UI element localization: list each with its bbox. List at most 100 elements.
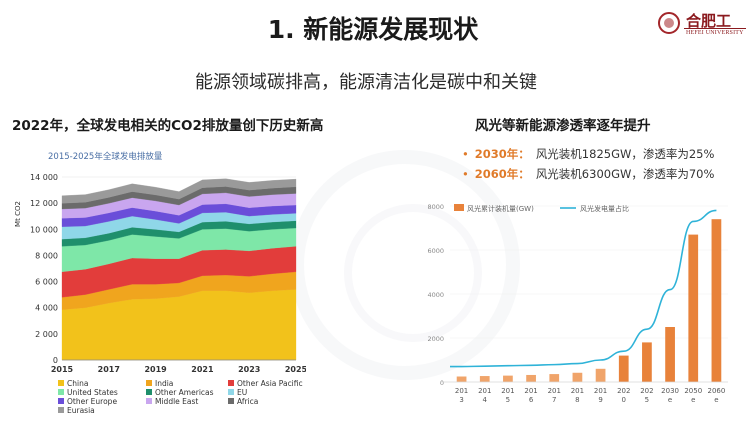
x-tick-label: 201 bbox=[455, 387, 468, 395]
y-tick-label: 14 000 bbox=[30, 173, 58, 182]
legend-swatch bbox=[228, 398, 234, 404]
legend-label: Other Asia Pacific bbox=[237, 379, 303, 388]
y-tick-label: 8000 bbox=[427, 203, 444, 211]
bar-2016 bbox=[526, 374, 536, 382]
legend-item: EU bbox=[228, 388, 247, 397]
x-tick-label: 2023 bbox=[238, 365, 260, 374]
x-tick-label: 201 bbox=[548, 387, 561, 395]
legend-swatch bbox=[58, 407, 64, 413]
university-logo: 合肥工 HEFEI UNIVERSITY bbox=[654, 8, 746, 42]
legend-swatch bbox=[146, 389, 152, 395]
legend-item-bars: 风光累计装机量(GW) bbox=[454, 204, 534, 213]
legend-item: Other Asia Pacific bbox=[228, 379, 303, 388]
x-tick-label: 201 bbox=[524, 387, 537, 395]
legend-item: Other Europe bbox=[58, 397, 117, 406]
line-series-share bbox=[450, 209, 717, 368]
bar-2018 bbox=[572, 372, 583, 382]
bar-2020 bbox=[618, 355, 629, 382]
bullet-2030: • 2030年： 风光装机1825GW，渗透率为25% bbox=[462, 146, 714, 162]
bullet-year: 2060年： bbox=[474, 167, 530, 181]
x-tick-label: 202 bbox=[617, 387, 630, 395]
legend-label: Middle East bbox=[155, 397, 198, 406]
slide-title: 1. 新能源发展现状 bbox=[267, 15, 479, 44]
legend-swatch bbox=[454, 204, 464, 211]
left-panel-heading: 2022年，全球发电相关的CO2排放量创下历史新高 bbox=[12, 118, 324, 134]
bullet-year: 2030年： bbox=[474, 147, 530, 161]
legend-item: Other Americas bbox=[146, 388, 214, 397]
legend-label: India bbox=[155, 379, 173, 388]
x-tick-label: 2060 bbox=[708, 387, 726, 395]
bar-2015 bbox=[503, 375, 513, 382]
legend-swatch bbox=[58, 389, 64, 395]
legend-label: Eurasia bbox=[67, 406, 95, 415]
bar-2013 bbox=[456, 376, 467, 382]
legend-label: China bbox=[67, 379, 88, 388]
x-tick-label: 2019 bbox=[144, 365, 167, 374]
legend-item: China bbox=[58, 379, 88, 388]
bar-2030e bbox=[665, 327, 675, 382]
bullet-dot: • bbox=[462, 147, 469, 161]
x-tick-label: 0 bbox=[622, 396, 626, 404]
x-tick-label: 2050 bbox=[684, 387, 702, 395]
logo-text-en: HEFEI UNIVERSITY bbox=[686, 30, 744, 36]
legend-label: 风光发电量占比 bbox=[580, 204, 629, 213]
x-tick-label: 201 bbox=[571, 387, 584, 395]
y-tick-label: 10 000 bbox=[30, 225, 58, 234]
bar-2050e bbox=[688, 234, 699, 382]
x-tick-label: 7 bbox=[552, 396, 556, 404]
area-series-eurasia bbox=[61, 178, 297, 204]
legend-swatch bbox=[146, 380, 152, 386]
logo-text-cn: 合肥工 bbox=[686, 12, 732, 30]
x-tick-label: 4 bbox=[483, 396, 488, 404]
bar-2019 bbox=[595, 368, 606, 382]
y-tick-label: 0 bbox=[440, 379, 444, 387]
bullet-2060: • 2060年： 风光装机6300GW，渗透率为70% bbox=[462, 166, 714, 182]
legend-swatch bbox=[58, 380, 64, 386]
logo-divider bbox=[684, 28, 746, 29]
y-tick-label: 2 000 bbox=[35, 330, 58, 339]
x-tick-label: 201 bbox=[594, 387, 607, 395]
legend-label: Other Europe bbox=[67, 397, 117, 406]
x-tick-label: 2021 bbox=[191, 365, 214, 374]
x-tick-label: 2017 bbox=[98, 365, 120, 374]
legend-swatch bbox=[228, 380, 234, 386]
bullet-text: 风光装机1825GW，渗透率为25% bbox=[535, 147, 715, 161]
y-tick-label: 2000 bbox=[427, 335, 444, 343]
chart-caption: 2015-2025年全球发电排放量 bbox=[48, 151, 163, 162]
legend-swatch bbox=[146, 398, 152, 404]
legend-label: United States bbox=[67, 388, 118, 397]
x-tick-label: 6 bbox=[529, 396, 534, 404]
bar-2025 bbox=[642, 342, 652, 382]
bar-2017 bbox=[549, 374, 560, 382]
y-tick-label: 12 000 bbox=[30, 199, 58, 208]
x-tick-label: e bbox=[691, 396, 695, 404]
y-tick-label: 0 bbox=[53, 356, 58, 365]
university-seal-icon bbox=[658, 12, 680, 34]
y-axis-label: Mt CO2 bbox=[14, 201, 22, 227]
x-tick-label: 202 bbox=[640, 387, 653, 395]
legend-swatch bbox=[58, 398, 64, 404]
x-tick-label: 2025 bbox=[285, 365, 306, 374]
y-tick-label: 6 000 bbox=[35, 278, 58, 287]
x-tick-label: 2030 bbox=[661, 387, 679, 395]
y-tick-label: 4000 bbox=[427, 291, 444, 299]
x-tick-label: 9 bbox=[598, 396, 602, 404]
y-tick-label: 6000 bbox=[427, 247, 444, 255]
bar-2014 bbox=[479, 376, 490, 382]
legend-item: United States bbox=[58, 388, 118, 397]
legend-item: India bbox=[146, 379, 173, 388]
legend-item: Africa bbox=[228, 397, 258, 406]
legend-item: Middle East bbox=[146, 397, 198, 406]
legend-label: Other Americas bbox=[155, 388, 214, 397]
x-tick-label: 8 bbox=[575, 396, 579, 404]
bullet-text: 风光装机6300GW，渗透率为70% bbox=[535, 167, 715, 181]
x-tick-label: 3 bbox=[459, 396, 463, 404]
x-tick-label: 5 bbox=[506, 396, 510, 404]
right-panel-heading: 风光等新能源渗透率逐年提升 bbox=[475, 118, 651, 134]
y-tick-label: 4 000 bbox=[35, 304, 58, 313]
legend-label: Africa bbox=[237, 397, 258, 406]
bar-2060e bbox=[711, 219, 722, 382]
x-tick-label: 2015 bbox=[51, 365, 74, 374]
x-tick-label: e bbox=[714, 396, 718, 404]
